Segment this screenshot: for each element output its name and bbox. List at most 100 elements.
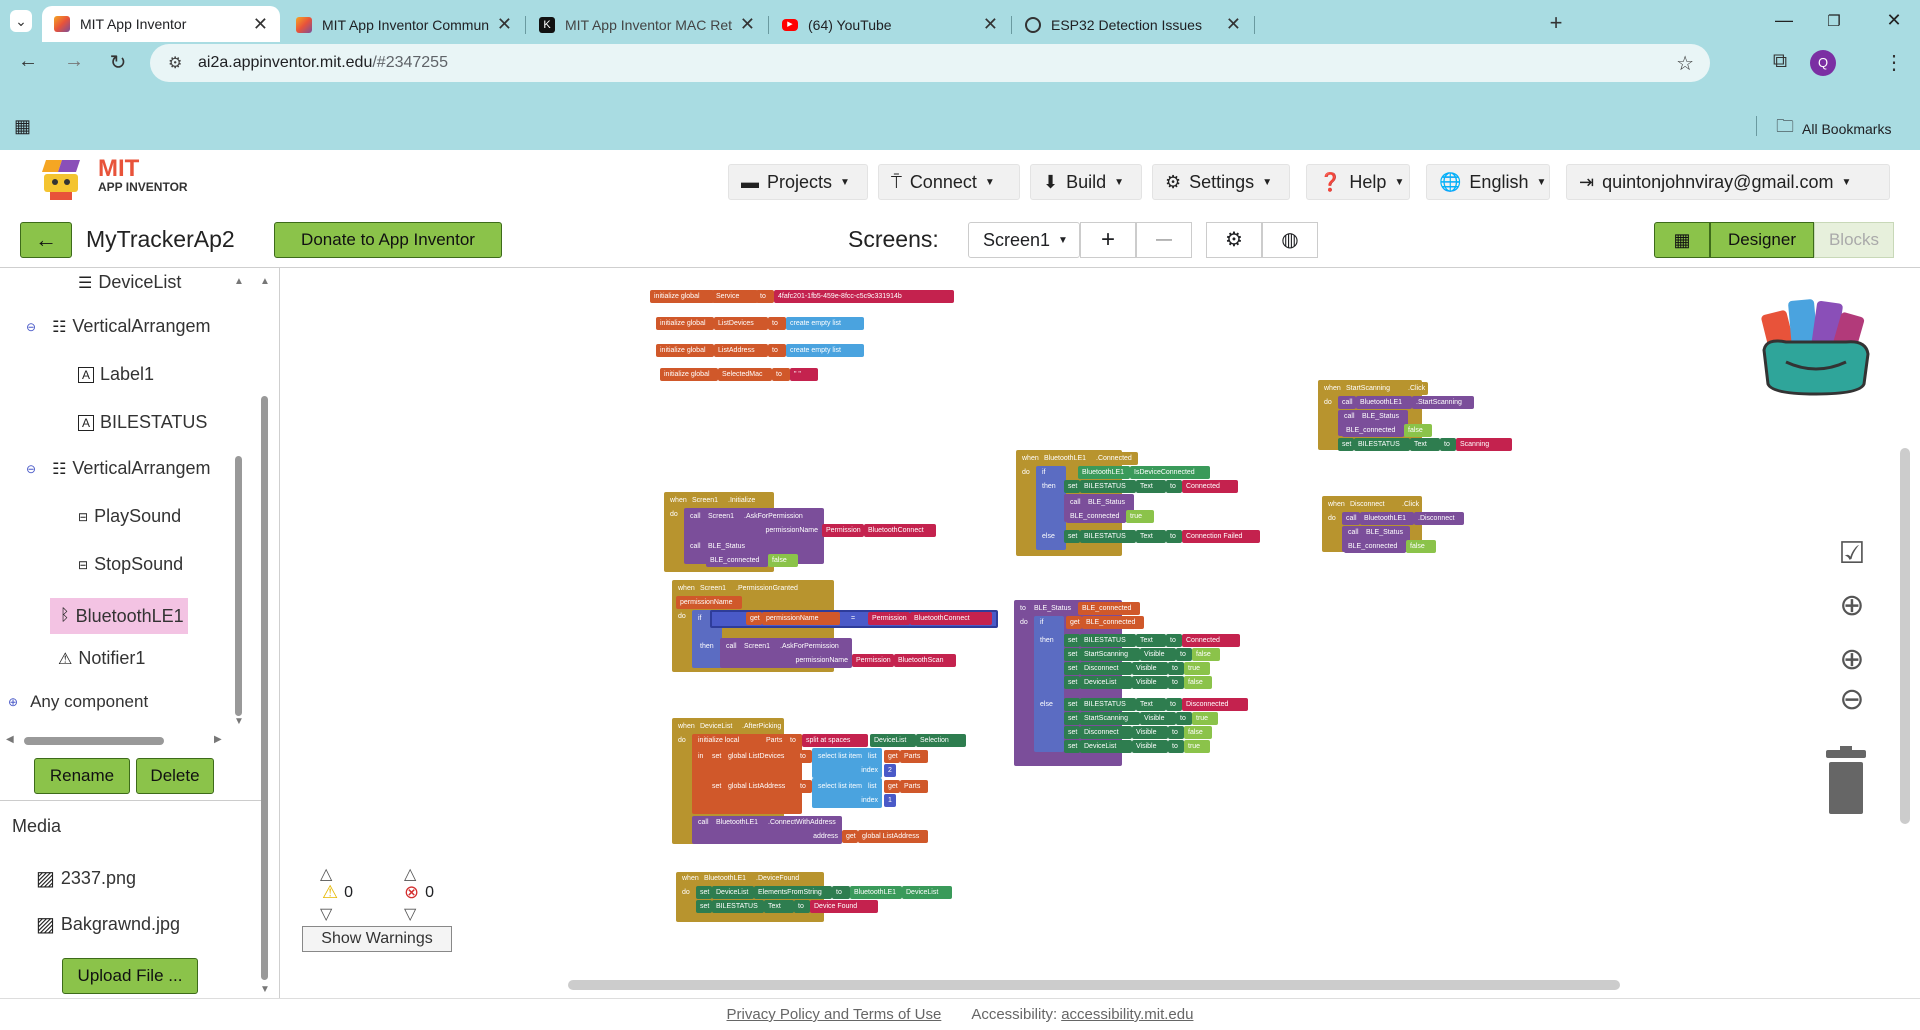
block-component[interactable]: BluetoothLE1 bbox=[1356, 396, 1412, 409]
block-permission-value[interactable]: BluetoothConnect bbox=[910, 612, 992, 625]
block-component[interactable]: BILESTATUS bbox=[1354, 438, 1410, 451]
block-procedure-name[interactable]: BLE_Status bbox=[1030, 602, 1076, 615]
block-variable-name[interactable]: global ListAddress bbox=[724, 780, 796, 793]
tab-search-icon[interactable]: ⌄ bbox=[10, 10, 32, 32]
block-property[interactable]: Text bbox=[764, 900, 794, 913]
block-component[interactable]: DeviceList bbox=[1080, 676, 1132, 689]
close-tab-icon[interactable]: ✕ bbox=[982, 14, 998, 34]
blocks-button[interactable]: Blocks bbox=[1814, 222, 1894, 258]
block-number[interactable]: 2 bbox=[884, 764, 896, 777]
forward-icon[interactable]: → bbox=[64, 50, 84, 72]
block-component[interactable]: StartScanning bbox=[1080, 648, 1140, 661]
block-initialize-global[interactable]: initialize global bbox=[660, 368, 718, 381]
error-down-arrow-icon[interactable]: ▽ bbox=[404, 906, 417, 923]
block-component[interactable]: Screen1 bbox=[688, 494, 724, 507]
mit-logo-icon[interactable] bbox=[36, 156, 92, 202]
tree-item-verticalarrangement1[interactable]: ⊖ ☷ VerticalArrangem bbox=[26, 316, 210, 337]
all-bookmarks-button[interactable]: 🗀 All Bookmarks bbox=[1776, 114, 1891, 144]
warning-down-arrow-icon[interactable]: ▽ bbox=[320, 906, 333, 923]
error-up-arrow-icon[interactable]: △ bbox=[404, 866, 417, 883]
block-property[interactable]: Visible bbox=[1132, 662, 1168, 675]
block-component[interactable]: BILESTATUS bbox=[1080, 698, 1136, 711]
site-info-icon[interactable]: ⚙ bbox=[168, 55, 183, 72]
workspace-vertical-scrollbar[interactable] bbox=[1900, 448, 1910, 824]
block-property[interactable]: ElementsFromString bbox=[754, 886, 832, 899]
workspace-horizontal-scrollbar[interactable] bbox=[568, 980, 1620, 990]
block-component[interactable]: BILESTATUS bbox=[712, 900, 764, 913]
block-text-value[interactable]: Device Found bbox=[810, 900, 878, 913]
block-variable-get[interactable]: permissionName bbox=[762, 612, 840, 625]
any-component-item[interactable]: ⊕ Any component bbox=[8, 692, 148, 712]
zoom-in-icon[interactable]: ⊕ bbox=[1839, 643, 1865, 676]
tree-item-stopsound[interactable]: ⊟ StopSound bbox=[78, 554, 183, 575]
blocks-workspace[interactable]: initialize global Service to 4fafc201-1f… bbox=[280, 268, 1920, 998]
language-menu[interactable]: 🌐 English ▼ bbox=[1426, 164, 1550, 200]
block-component[interactable]: Disconnect bbox=[1080, 662, 1132, 675]
project-properties-button[interactable]: ⚙ bbox=[1206, 222, 1262, 258]
delete-button[interactable]: Delete bbox=[136, 758, 214, 794]
tree-horizontal-scrollbar[interactable]: ◀ ▶ bbox=[6, 734, 226, 748]
block-initialize-global[interactable]: initialize global bbox=[656, 317, 714, 330]
expand-icon[interactable]: ⊕ bbox=[8, 695, 19, 709]
block-component[interactable]: DeviceList bbox=[696, 720, 738, 733]
window-close-icon[interactable]: ✕ bbox=[1886, 10, 1902, 30]
block-create-list[interactable]: create empty list bbox=[786, 317, 864, 330]
designer-toggle-icon-button[interactable]: ▦ bbox=[1654, 222, 1710, 258]
block-procedure-name[interactable]: BLE_Status bbox=[1084, 496, 1132, 509]
block-boolean[interactable]: false bbox=[1404, 424, 1432, 437]
block-component[interactable]: StartScanning bbox=[1342, 382, 1404, 395]
new-tab-icon[interactable]: + bbox=[1549, 10, 1563, 35]
block-text-value[interactable]: Connected bbox=[1182, 634, 1240, 647]
block-property[interactable]: Visible bbox=[1132, 676, 1168, 689]
block-component[interactable]: BluetoothLE1 bbox=[1360, 512, 1414, 525]
tree-item-notifier1[interactable]: ⚠ Notifier1 bbox=[58, 648, 145, 669]
donate-button[interactable]: Donate to App Inventor bbox=[274, 222, 502, 258]
remove-screen-button[interactable]: — bbox=[1136, 222, 1192, 258]
block-property[interactable]: Visible bbox=[1132, 740, 1168, 753]
block-procedure-name[interactable]: BLE_Status bbox=[1358, 410, 1406, 423]
privacy-policy-link[interactable]: Privacy Policy and Terms of Use bbox=[726, 1006, 942, 1023]
block-component[interactable]: BILESTATUS bbox=[1080, 634, 1136, 647]
block-component[interactable]: BluetoothLE1 bbox=[1040, 452, 1092, 465]
tree-vertical-scrollbar[interactable]: ▲ ▼ bbox=[232, 270, 246, 730]
block-component[interactable]: BluetoothLE1 bbox=[1078, 466, 1130, 479]
tree-item-bluetoothle1[interactable]: ᛒ BluetoothLE1 bbox=[50, 598, 188, 634]
scroll-right-icon[interactable]: ▶ bbox=[214, 734, 222, 745]
publish-button[interactable]: ◍ bbox=[1262, 222, 1318, 258]
scroll-thumb[interactable] bbox=[235, 456, 242, 716]
backpack-icon[interactable] bbox=[1756, 290, 1876, 400]
block-boolean[interactable]: false bbox=[1192, 648, 1220, 661]
block-boolean[interactable]: true bbox=[1184, 662, 1210, 675]
local-variable-block[interactable] bbox=[692, 734, 802, 814]
block-component[interactable]: BILESTATUS bbox=[1080, 530, 1136, 543]
block-text-value[interactable]: 4fafc201-1fb5-459e-8fcc-c5c9c331914b bbox=[774, 290, 954, 303]
connect-menu[interactable]: ⍑ Connect ▼ bbox=[878, 164, 1020, 200]
block-variable-get[interactable]: Parts bbox=[900, 750, 928, 763]
block-permission-value[interactable]: BluetoothConnect bbox=[864, 524, 936, 537]
block-variable-get[interactable]: global ListAddress bbox=[858, 830, 928, 843]
block-property[interactable]: Text bbox=[1136, 634, 1166, 647]
block-operator[interactable]: = bbox=[842, 612, 864, 625]
block-component[interactable]: Screen1 bbox=[696, 582, 732, 595]
address-bar[interactable]: ⚙ ai2a.appinventor.mit.edu/#2347255 ☆ bbox=[150, 44, 1710, 82]
block-component[interactable]: DeviceList bbox=[712, 886, 754, 899]
restore-icon[interactable]: ❐ bbox=[1827, 13, 1841, 30]
scroll-up-icon[interactable]: ▲ bbox=[234, 276, 244, 287]
block-text-value[interactable]: Connected bbox=[1182, 480, 1238, 493]
block-property[interactable]: Text bbox=[1410, 438, 1440, 451]
minimize-icon[interactable]: — bbox=[1775, 10, 1793, 30]
block-procedure-param[interactable]: BLE_connected bbox=[1078, 602, 1140, 615]
scroll-down-icon[interactable]: ▼ bbox=[234, 716, 244, 727]
scroll-thumb[interactable] bbox=[24, 737, 164, 745]
block-property[interactable]: IsDeviceConnected bbox=[1130, 466, 1210, 479]
accessibility-link[interactable]: accessibility.mit.edu bbox=[1061, 1006, 1194, 1023]
block-permission[interactable]: Permission bbox=[852, 654, 894, 667]
tab-app-inventor[interactable]: MIT App Inventor ✕ bbox=[42, 6, 280, 42]
panel-scrollbar[interactable]: ▲ ▼ bbox=[258, 276, 270, 996]
designer-button[interactable]: Designer bbox=[1710, 222, 1814, 258]
media-item[interactable]: ▨ 2337.png bbox=[36, 866, 136, 891]
cleanup-checklist-icon[interactable]: ☑ bbox=[1838, 537, 1866, 570]
bookmark-star-icon[interactable]: ☆ bbox=[1676, 53, 1694, 75]
block-component[interactable]: StartScanning bbox=[1080, 712, 1140, 725]
block-procedure-name[interactable]: BLE_Status bbox=[1362, 526, 1408, 539]
